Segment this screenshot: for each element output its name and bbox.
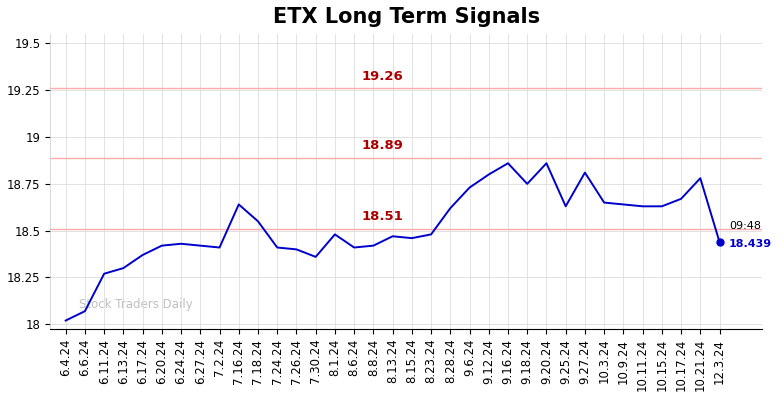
Text: 18.439: 18.439 — [729, 239, 772, 249]
Text: 18.89: 18.89 — [362, 139, 404, 152]
Text: 18.51: 18.51 — [362, 211, 404, 223]
Text: Stock Traders Daily: Stock Traders Daily — [78, 298, 193, 311]
Text: 09:48: 09:48 — [729, 221, 761, 231]
Title: ETX Long Term Signals: ETX Long Term Signals — [273, 7, 539, 27]
Text: 19.26: 19.26 — [362, 70, 404, 83]
